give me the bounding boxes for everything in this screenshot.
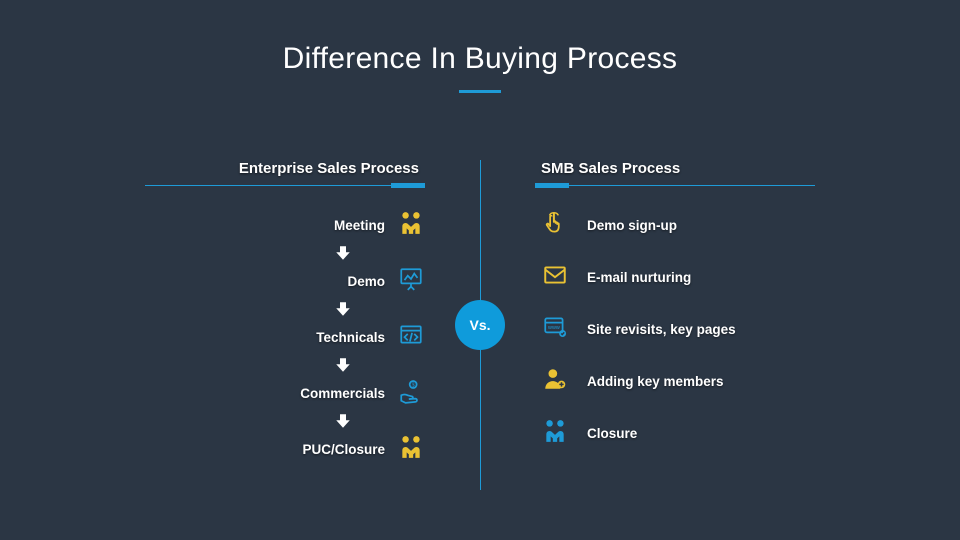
left-column: Enterprise Sales Process Meeting Demo Te… — [145, 160, 425, 468]
arrow-down-icon — [145, 298, 425, 320]
handshake-people-icon — [397, 434, 425, 465]
arrow-down-icon — [145, 354, 425, 376]
left-heading: Enterprise Sales Process — [145, 160, 425, 185]
left-step-0: Meeting — [145, 208, 425, 242]
right-step-1: E-mail nurturing — [541, 260, 815, 294]
right-heading-rule — [535, 185, 815, 186]
envelope-icon — [541, 262, 569, 293]
left-step-label: Commercials — [300, 386, 385, 401]
presentation-icon — [397, 266, 425, 297]
right-step-4: Closure — [541, 416, 815, 450]
left-step-4: PUC/Closure — [145, 432, 425, 466]
tap-gesture-icon — [541, 210, 569, 241]
handshake-people-icon — [397, 210, 425, 241]
right-column: SMB Sales Process Demo sign-up E-mail nu… — [535, 160, 815, 468]
right-step-2: Site revisits, key pages — [541, 312, 815, 346]
columns: Enterprise Sales Process Meeting Demo Te… — [0, 160, 960, 468]
money-hand-icon — [397, 378, 425, 409]
right-step-label: E-mail nurturing — [587, 270, 691, 285]
right-step-label: Demo sign-up — [587, 218, 677, 233]
arrow-down-icon — [145, 242, 425, 264]
handshake-people-icon — [541, 418, 569, 449]
right-step-3: Adding key members — [541, 364, 815, 398]
left-step-1: Demo — [145, 264, 425, 298]
right-step-label: Adding key members — [587, 374, 724, 389]
left-step-2: Technicals — [145, 320, 425, 354]
left-step-label: Demo — [347, 274, 385, 289]
right-step-0: Demo sign-up — [541, 208, 815, 242]
left-step-3: Commercials — [145, 376, 425, 410]
user-add-icon — [541, 366, 569, 397]
left-heading-rule — [145, 185, 425, 186]
arrow-down-icon — [145, 410, 425, 432]
left-step-label: Technicals — [316, 330, 385, 345]
right-heading: SMB Sales Process — [535, 160, 815, 185]
title-rule — [459, 90, 501, 93]
slide: Difference In Buying Process Vs. Enterpr… — [0, 0, 960, 540]
browser-check-icon — [541, 314, 569, 345]
left-step-label: Meeting — [334, 218, 385, 233]
slide-title: Difference In Buying Process — [0, 0, 960, 76]
right-step-label: Closure — [587, 426, 637, 441]
code-browser-icon — [397, 322, 425, 353]
right-step-label: Site revisits, key pages — [587, 322, 736, 337]
left-step-label: PUC/Closure — [302, 442, 385, 457]
